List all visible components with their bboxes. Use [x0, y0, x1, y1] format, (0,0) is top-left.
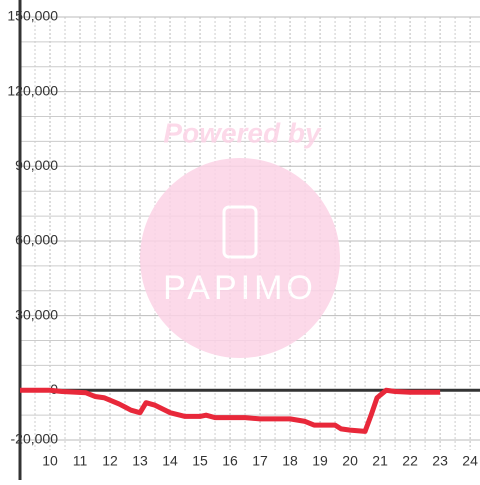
- x-tick-label: 24: [462, 453, 478, 469]
- y-tick-label: 30,000: [15, 306, 58, 322]
- x-tick-label: 16: [222, 453, 238, 469]
- x-tick-label: 20: [342, 453, 358, 469]
- watermark-text: Powered by: [163, 117, 322, 148]
- x-tick-label: 15: [192, 453, 208, 469]
- x-tick-label: 23: [432, 453, 448, 469]
- plot: -20,000030,00060,00090,000120,000150,000…: [7, 8, 478, 469]
- x-tick-label: 14: [162, 453, 178, 469]
- watermark-phone: [222, 205, 258, 259]
- x-tick-label: 21: [372, 453, 388, 469]
- x-tick-label: 11: [73, 453, 88, 469]
- watermark-logo: PAPIMO: [163, 269, 317, 307]
- x-tick-label: 19: [312, 453, 328, 469]
- x-tick-label: 22: [402, 453, 418, 469]
- x-tick-label: 10: [42, 453, 58, 469]
- y-tick-label: 60,000: [15, 232, 58, 248]
- x-tick-label: 18: [282, 453, 298, 469]
- x-tick-label: 17: [252, 453, 268, 469]
- x-tick-label: 13: [132, 453, 148, 469]
- watermark: Powered by PAPIMO: [140, 117, 340, 358]
- x-tick-label: 12: [102, 453, 118, 469]
- data-line: [20, 387, 441, 434]
- y-tick-label: 90,000: [15, 157, 58, 173]
- y-tick-label: 120,000: [7, 82, 58, 98]
- y-tick-label: -20,000: [11, 431, 59, 447]
- y-tick-label: 150,000: [7, 8, 58, 24]
